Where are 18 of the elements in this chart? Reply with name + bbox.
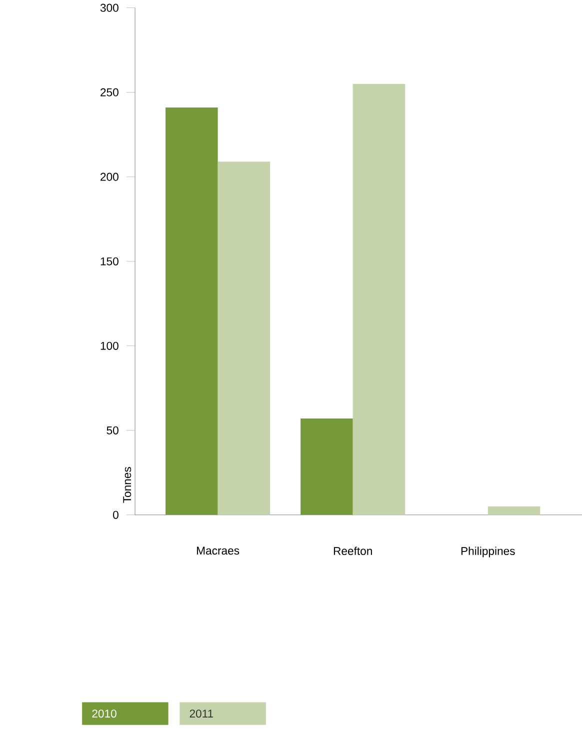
y-tick-label: 150: [100, 257, 118, 266]
x-tick-label: Philippines: [461, 546, 515, 558]
bar: [218, 162, 270, 515]
bar: [300, 418, 353, 515]
y-tick-label: 300: [100, 4, 118, 12]
bar: [352, 84, 406, 515]
text: 2011: [190, 710, 213, 718]
y-tick-label: 0: [112, 510, 118, 519]
y-tick-label: 100: [100, 342, 118, 350]
bar: [165, 108, 218, 515]
x-tick-label: Reefton: [334, 546, 372, 556]
x-tick-label: Macraes: [196, 546, 240, 555]
text: 2010: [92, 710, 116, 718]
bar: [488, 506, 540, 515]
y-axis-title: Tonnes: [123, 467, 131, 503]
y-tick-label: 50: [106, 426, 118, 434]
y-tick-label: 250: [100, 88, 118, 96]
y-tick-label: 200: [100, 172, 118, 181]
